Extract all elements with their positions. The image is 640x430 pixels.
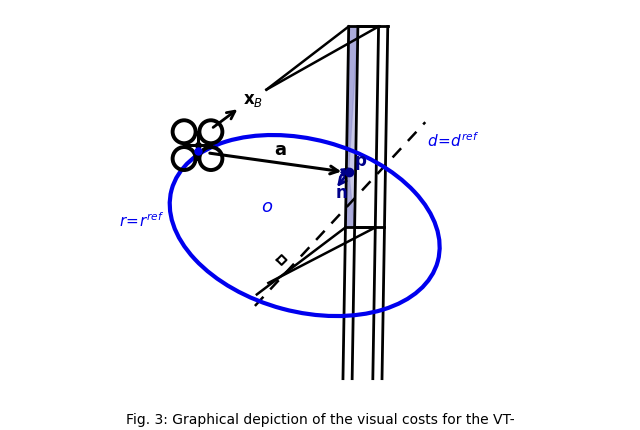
Text: $\mathbf{a}$: $\mathbf{a}$ <box>274 141 287 159</box>
Text: $o$: $o$ <box>260 198 273 216</box>
Text: $\mathbf{n}$: $\mathbf{n}$ <box>335 184 348 202</box>
Text: Fig. 3: Graphical depiction of the visual costs for the VT-: Fig. 3: Graphical depiction of the visua… <box>125 412 515 427</box>
Text: $r\!=\!r^{ref}$: $r\!=\!r^{ref}$ <box>119 212 164 230</box>
Polygon shape <box>349 27 358 172</box>
Polygon shape <box>346 172 355 227</box>
Text: $d\!=\!d^{ref}$: $d\!=\!d^{ref}$ <box>427 132 479 150</box>
Text: $\mathbf{p}$: $\mathbf{p}$ <box>354 154 367 172</box>
Polygon shape <box>346 27 358 227</box>
Text: $\mathbf{x}_\mathit{B}$: $\mathbf{x}_\mathit{B}$ <box>243 91 263 109</box>
